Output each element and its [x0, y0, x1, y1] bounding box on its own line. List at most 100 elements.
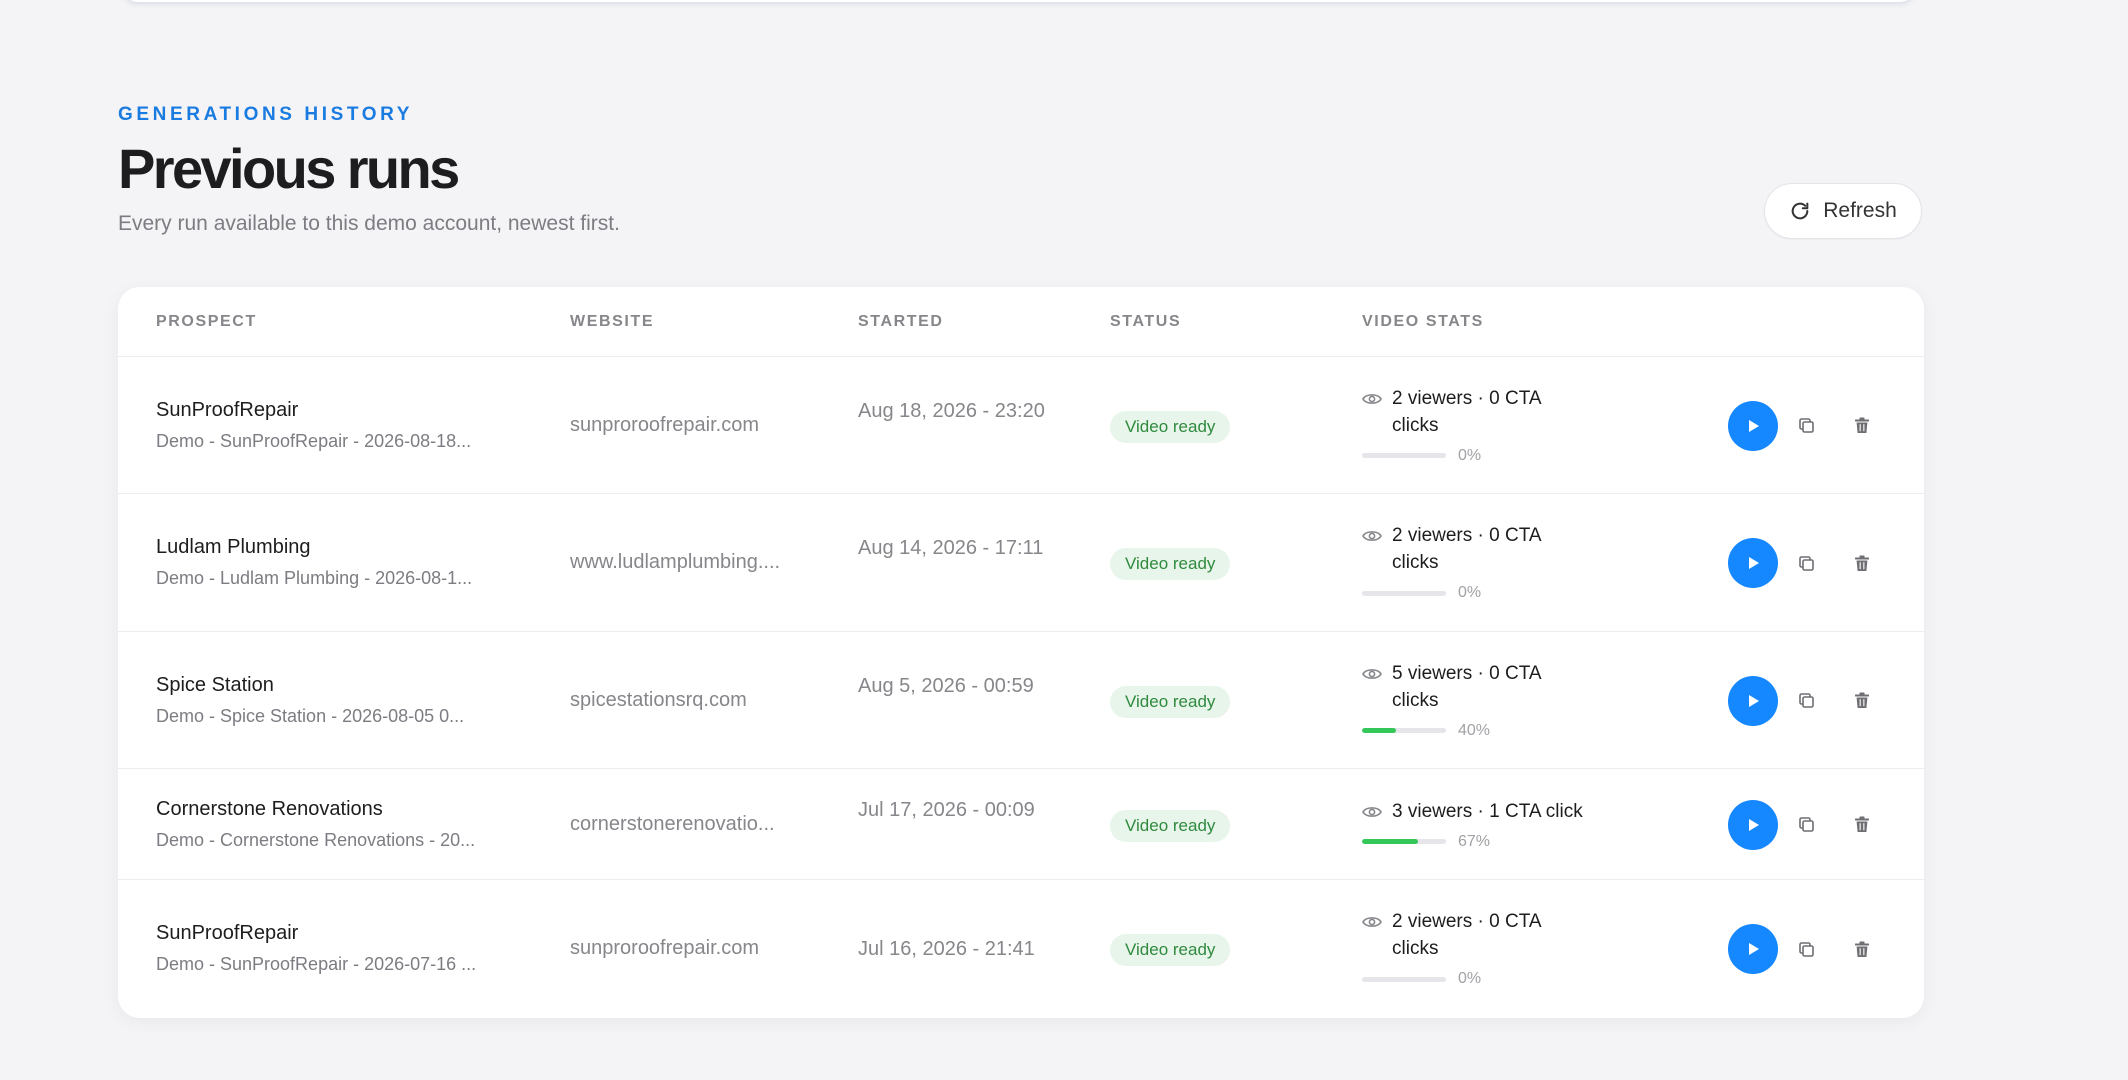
progress-bar — [1362, 453, 1446, 458]
row-actions — [1728, 400, 1882, 451]
play-icon — [1749, 419, 1759, 432]
eye-icon — [1362, 806, 1382, 817]
duplicate-button[interactable] — [1786, 543, 1826, 583]
video-stats-cell: 3 viewers · 1 CTA click 67% — [1362, 798, 1592, 851]
play-button[interactable] — [1728, 799, 1778, 850]
copy-icon — [1798, 941, 1814, 957]
viewer-stats-text: 5 viewers · 0 CTA clicks — [1392, 662, 1541, 711]
video-stats-cell: 2 viewers · 0 CTA clicks 0% — [1362, 908, 1592, 988]
status-badge: Video ready — [1110, 809, 1231, 842]
progress-percent: 0% — [1458, 446, 1482, 464]
copy-icon — [1798, 693, 1814, 708]
delete-button[interactable] — [1842, 805, 1882, 845]
prospect-run-label: Demo - Spice Station - 2026-08-05 0... — [156, 705, 465, 726]
column-header-prospect: PROSPECT — [156, 313, 257, 330]
video-stats-cell: 5 viewers · 0 CTA clicks 40% — [1362, 660, 1592, 740]
prospect-run-label: Demo - Ludlam Plumbing - 2026-08-1... — [156, 568, 473, 588]
top-card-edge — [122, 0, 1916, 3]
play-button[interactable] — [1728, 924, 1778, 974]
engagement-progress: 0% — [1362, 970, 1592, 988]
engagement-progress: 67% — [1362, 833, 1592, 851]
page-subtitle: Every run available to this demo account… — [118, 212, 620, 235]
video-stats-cell: 2 viewers · 0 CTA clicks 0% — [1362, 522, 1592, 602]
prospect-cell: Spice Station Demo - Spice Station - 2026… — [156, 674, 464, 727]
table-row[interactable]: Cornerstone Renovations Demo - Cornerston… — [118, 769, 1924, 880]
prospect-cell: Cornerstone Renovations Demo - Cornerston… — [156, 798, 475, 851]
status-cell: Video ready — [1110, 809, 1231, 842]
progress-bar — [1362, 839, 1446, 844]
duplicate-button[interactable] — [1786, 805, 1826, 845]
status-cell: Video ready — [1110, 410, 1231, 443]
started-cell: Aug 14, 2026 - 17:11 — [858, 537, 1044, 559]
prospect-name: Spice Station — [156, 673, 274, 696]
viewer-stats: 2 viewers · 0 CTA clicks — [1362, 522, 1592, 576]
prospect-run-label: Demo - Cornerstone Renovations - 20... — [156, 829, 476, 850]
viewer-stats-text: 2 viewers · 0 CTA clicks — [1392, 387, 1541, 436]
progress-bar — [1362, 976, 1446, 982]
trash-icon — [1855, 555, 1869, 571]
eye-icon — [1362, 393, 1382, 404]
status-badge: Video ready — [1110, 934, 1231, 966]
duplicate-button[interactable] — [1786, 929, 1826, 969]
progress-percent: 0% — [1458, 584, 1482, 601]
table-row[interactable]: Spice Station Demo - Spice Station - 2026… — [118, 632, 1924, 769]
play-icon — [1749, 694, 1759, 707]
website-cell: sunproroofrepair.com — [570, 413, 759, 436]
trash-icon — [1855, 417, 1869, 433]
started-cell: Aug 18, 2026 - 23:20 — [858, 399, 1045, 422]
column-header-video-stats: VIDEO STATS — [1362, 313, 1484, 330]
row-actions — [1728, 538, 1882, 588]
status-badge: Video ready — [1110, 685, 1231, 718]
table-row[interactable]: SunProofRepair Demo - SunProofRepair - 20… — [118, 357, 1924, 494]
progress-fill — [1362, 839, 1419, 844]
progress-bar — [1362, 590, 1446, 596]
runs-table: PROSPECT WEBSITE STARTED STATUS VIDEO ST… — [118, 287, 1924, 1018]
progress-fill — [1362, 728, 1396, 733]
play-button[interactable] — [1728, 400, 1778, 451]
play-button[interactable] — [1728, 538, 1778, 588]
column-header-started: STARTED — [858, 313, 944, 330]
prospect-name: Cornerstone Renovations — [156, 797, 383, 820]
status-badge: Video ready — [1110, 548, 1231, 580]
prospect-name: Ludlam Plumbing — [156, 536, 311, 558]
copy-icon — [1798, 418, 1814, 433]
table-header: PROSPECT WEBSITE STARTED STATUS VIDEO ST… — [118, 287, 1924, 357]
status-cell: Video ready — [1110, 934, 1231, 966]
play-button[interactable] — [1728, 675, 1778, 726]
eye-icon — [1362, 531, 1382, 541]
prospect-cell: SunProofRepair Demo - SunProofRepair - 20… — [156, 922, 476, 975]
section-eyebrow: GENERATIONS HISTORY — [118, 104, 414, 125]
refresh-button[interactable]: Refresh — [1764, 183, 1922, 239]
website-cell: www.ludlamplumbing.... — [570, 551, 781, 573]
delete-button[interactable] — [1842, 929, 1882, 969]
progress-percent: 0% — [1458, 970, 1482, 987]
delete-button[interactable] — [1842, 406, 1882, 446]
table-row[interactable]: SunProofRepair Demo - SunProofRepair - 20… — [118, 880, 1924, 1018]
prospect-name: SunProofRepair — [156, 922, 299, 944]
progress-bar — [1362, 728, 1446, 733]
video-stats-cell: 2 viewers · 0 CTA clicks 0% — [1362, 385, 1592, 465]
delete-button[interactable] — [1842, 543, 1882, 583]
trash-icon — [1855, 692, 1869, 708]
play-icon — [1749, 557, 1759, 569]
refresh-button-label: Refresh — [1823, 199, 1897, 222]
eye-icon — [1362, 668, 1382, 679]
prospect-cell: Ludlam Plumbing Demo - Ludlam Plumbing - … — [156, 536, 472, 589]
duplicate-button[interactable] — [1786, 406, 1826, 446]
prospect-name: SunProofRepair — [156, 398, 299, 421]
duplicate-button[interactable] — [1786, 681, 1826, 721]
status-cell: Video ready — [1110, 685, 1231, 718]
eye-icon — [1362, 917, 1382, 927]
play-icon — [1749, 943, 1759, 955]
row-actions — [1728, 799, 1882, 850]
prospect-run-label: Demo - SunProofRepair - 2026-08-18... — [156, 430, 472, 451]
viewer-stats: 3 viewers · 1 CTA click — [1362, 798, 1592, 825]
row-actions — [1728, 675, 1882, 726]
viewer-stats-text: 2 viewers · 0 CTA clicks — [1392, 911, 1541, 959]
table-row[interactable]: Ludlam Plumbing Demo - Ludlam Plumbing - … — [118, 494, 1924, 632]
engagement-progress: 0% — [1362, 584, 1592, 602]
viewer-stats-text: 3 viewers · 1 CTA click — [1392, 800, 1583, 822]
website-cell: spicestationsrq.com — [570, 688, 747, 711]
prospect-run-label: Demo - SunProofRepair - 2026-07-16 ... — [156, 954, 477, 974]
delete-button[interactable] — [1842, 681, 1882, 721]
